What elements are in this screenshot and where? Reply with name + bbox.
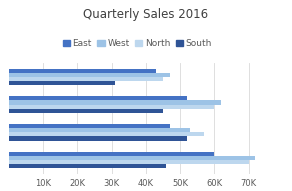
Bar — [9, 132, 204, 136]
Bar — [9, 160, 248, 164]
Bar — [9, 69, 156, 73]
Bar — [9, 164, 166, 168]
Legend: East, West, North, South: East, West, North, South — [62, 39, 212, 48]
Bar — [9, 96, 187, 100]
Bar — [9, 156, 255, 160]
Bar — [9, 124, 170, 128]
Bar — [9, 100, 221, 105]
Bar — [9, 105, 214, 109]
Bar — [9, 136, 187, 141]
Bar — [9, 77, 163, 81]
Bar — [9, 128, 190, 132]
Bar — [9, 73, 170, 77]
Bar — [9, 109, 163, 113]
Text: Quarterly Sales 2016: Quarterly Sales 2016 — [84, 8, 208, 21]
Bar — [9, 81, 115, 85]
Bar — [9, 152, 214, 156]
